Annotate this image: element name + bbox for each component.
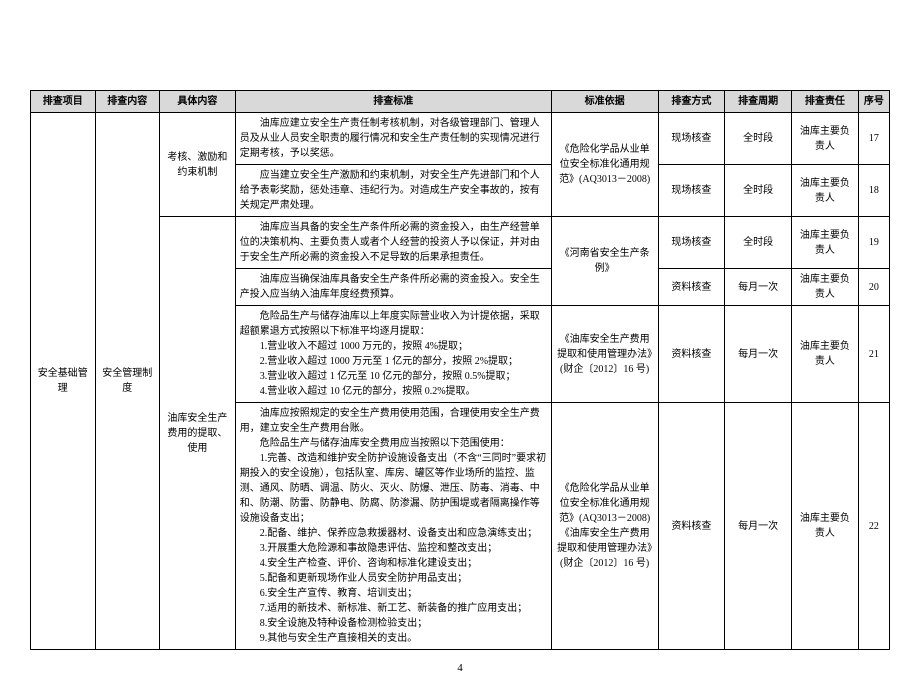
cell-standard: 应当建立安全生产激励和约束机制，对安全生产先进部门和个人给予表彰奖励，惩处违章、… <box>235 165 551 217</box>
cell-cycle: 每月一次 <box>725 306 792 403</box>
cell-basis: 《危险化学品从业单位安全标准化通用规范》(AQ3013－2008) <box>551 113 658 217</box>
cell-standard: 危险品生产与储存油库以上年度实际营业收入为计提依据，采取超额累退方式按照以下标准… <box>235 306 551 403</box>
cell-resp: 油库主要负责人 <box>792 403 859 650</box>
cell-detail: 油库安全生产费用的提取、使用 <box>160 217 236 650</box>
table-row: 安全基础管理 安全管理制度 考核、激励和约束机制 油库应建立安全生产责任制考核机… <box>31 113 890 165</box>
cell-cycle: 全时段 <box>725 165 792 217</box>
cell-basis: 《河南省安全生产条例》 <box>551 217 658 306</box>
cell-cycle: 每月一次 <box>725 269 792 306</box>
cell-cycle: 全时段 <box>725 113 792 165</box>
cell-cycle: 每月一次 <box>725 403 792 650</box>
cell-cycle: 全时段 <box>725 217 792 269</box>
cell-resp: 油库主要负责人 <box>792 306 859 403</box>
cell-project: 安全基础管理 <box>31 113 96 650</box>
table-header-row: 排查项目 排查内容 具体内容 排查标准 标准依据 排查方式 排查周期 排查责任 … <box>31 91 890 113</box>
cell-standard: 油库应按照规定的安全生产费用使用范围，合理使用安全生产费用，建立安全生产费用台账… <box>235 403 551 650</box>
cell-no: 20 <box>858 269 889 306</box>
cell-resp: 油库主要负责人 <box>792 165 859 217</box>
cell-standard: 油库应建立安全生产责任制考核机制，对各级管理部门、管理人员及从业人员安全职责的履… <box>235 113 551 165</box>
cell-resp: 油库主要负责人 <box>792 217 859 269</box>
cell-resp: 油库主要负责人 <box>792 113 859 165</box>
col-header-basis: 标准依据 <box>551 91 658 113</box>
table-row: 油库安全生产费用的提取、使用 油库应当具备的安全生产条件所必需的资金投入，由生产… <box>31 217 890 269</box>
cell-detail: 考核、激励和约束机制 <box>160 113 236 217</box>
cell-method: 现场核查 <box>658 165 725 217</box>
col-header-content: 排查内容 <box>95 91 160 113</box>
col-header-no: 序号 <box>858 91 889 113</box>
cell-no: 18 <box>858 165 889 217</box>
cell-no: 22 <box>858 403 889 650</box>
col-header-project: 排查项目 <box>31 91 96 113</box>
col-header-standard: 排查标准 <box>235 91 551 113</box>
col-header-cycle: 排查周期 <box>725 91 792 113</box>
col-header-method: 排查方式 <box>658 91 725 113</box>
col-header-detail: 具体内容 <box>160 91 236 113</box>
cell-no: 19 <box>858 217 889 269</box>
cell-method: 资料核查 <box>658 269 725 306</box>
cell-standard: 油库应当具备的安全生产条件所必需的资金投入，由生产经营单位的决策机构、主要负责人… <box>235 217 551 269</box>
page-number: 4 <box>30 662 890 674</box>
cell-method: 资料核查 <box>658 306 725 403</box>
cell-no: 21 <box>858 306 889 403</box>
cell-standard: 油库应当确保油库具备安全生产条件所必需的资金投入。安全生产投入应当纳入油库年度经… <box>235 269 551 306</box>
cell-content: 安全管理制度 <box>95 113 160 650</box>
cell-basis: 《危险化学品从业单位安全标准化通用规范》(AQ3013－2008)《油库安全生产… <box>551 403 658 650</box>
col-header-resp: 排查责任 <box>792 91 859 113</box>
cell-method: 现场核查 <box>658 217 725 269</box>
cell-method: 现场核查 <box>658 113 725 165</box>
cell-no: 17 <box>858 113 889 165</box>
inspection-table: 排查项目 排查内容 具体内容 排查标准 标准依据 排查方式 排查周期 排查责任 … <box>30 90 890 650</box>
cell-basis: 《油库安全生产费用提取和使用管理办法》(财企〔2012〕16 号) <box>551 306 658 403</box>
cell-method: 资料核查 <box>658 403 725 650</box>
cell-resp: 油库主要负责人 <box>792 269 859 306</box>
